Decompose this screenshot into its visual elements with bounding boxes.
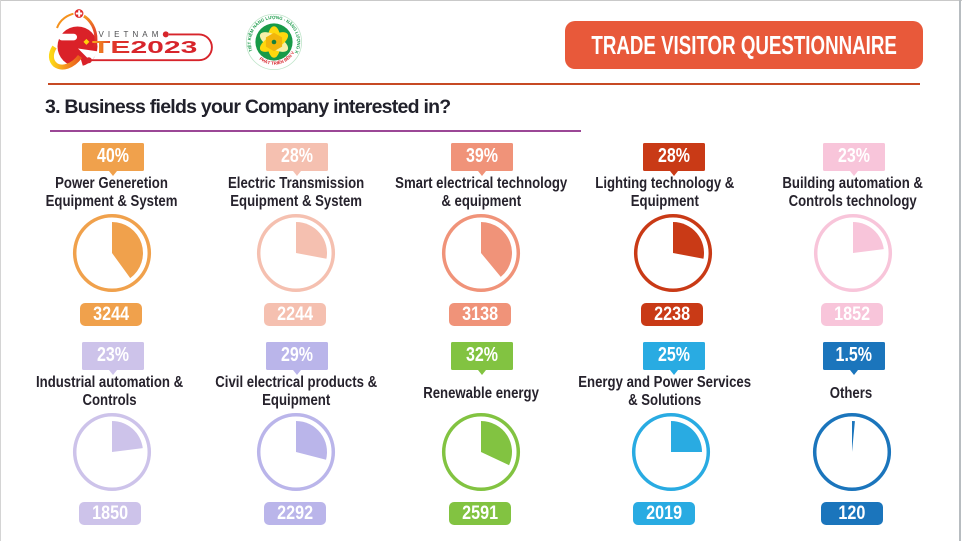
svg-text:TE2023: TE2023: [92, 38, 197, 57]
svg-text:VIETNAM: VIETNAM: [99, 30, 163, 39]
